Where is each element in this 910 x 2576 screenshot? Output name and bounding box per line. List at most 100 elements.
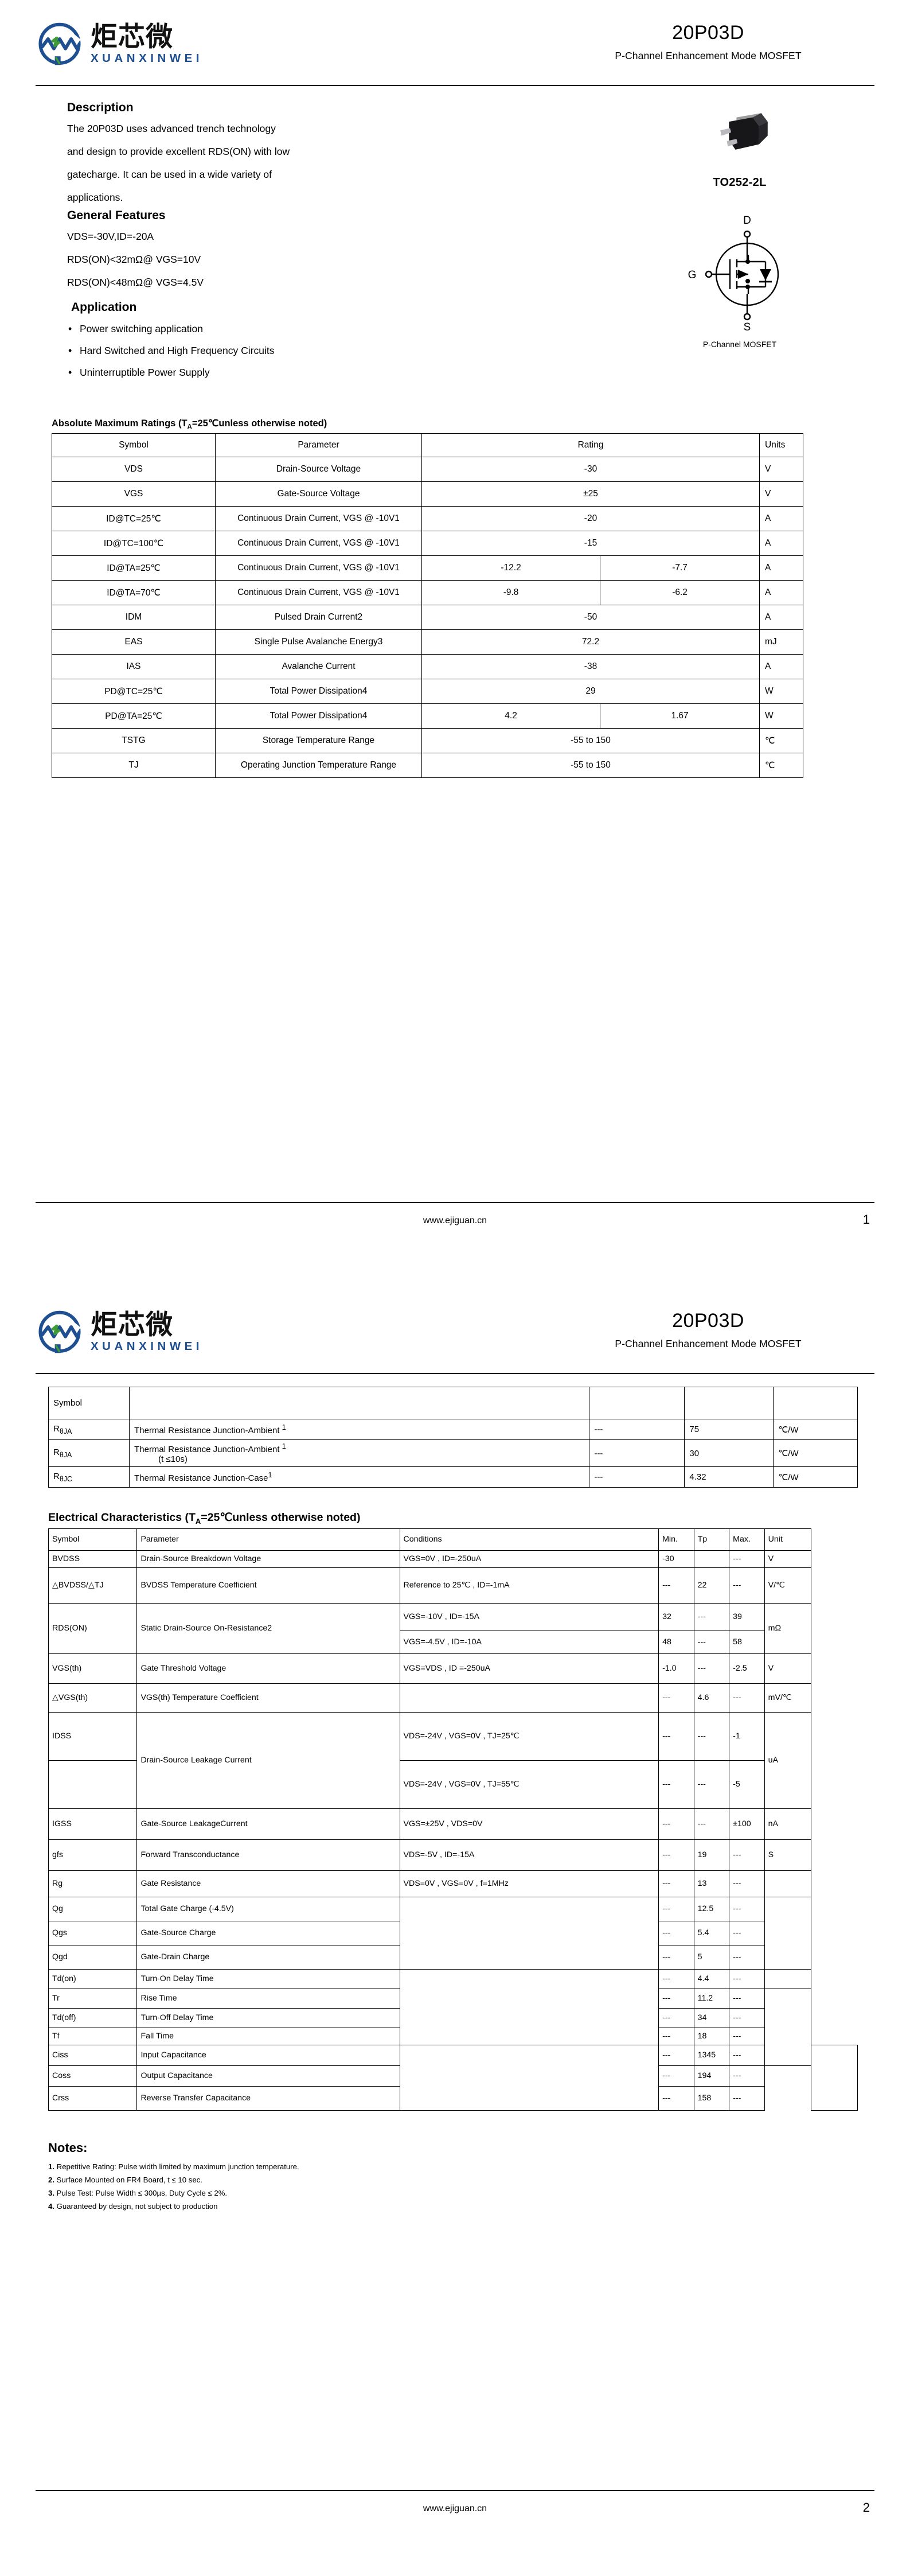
cell-symbol: RDS(ON): [48, 1602, 138, 1654]
cell-typ: 75: [684, 1419, 774, 1440]
cell-symbol: Rg: [48, 1870, 138, 1897]
cell-min: ---: [658, 1968, 694, 1989]
cell-unit: nA: [764, 1808, 811, 1840]
cell-symbol: ID@TC=25℃: [52, 506, 216, 532]
cell-unit: V/℃: [764, 1567, 811, 1604]
table-row: Qgd Gate-Drain Charge --- 5 ---: [48, 1944, 858, 1970]
cell-rating: -30: [421, 457, 760, 482]
cell-min: ---: [658, 2007, 694, 2028]
cell-unit: ℃/W: [773, 1419, 858, 1440]
cell-units: mJ: [759, 629, 803, 655]
cell-symbol: ID@TA=70℃: [52, 580, 216, 606]
note-text: Repetitive Rating: Pulse width limited b…: [54, 2162, 299, 2171]
table-row: Coss Output Capacitance --- 194 ---: [48, 2065, 858, 2087]
description-line-4: applications.: [67, 192, 123, 203]
cell-min: ---: [589, 1419, 685, 1440]
cell-symbol: Td(off): [48, 2007, 138, 2028]
page-2: 炬芯微 XUANXINWEI 20P03D P-Channel Enhancem…: [0, 1288, 910, 2576]
cell-typ: ---: [693, 1630, 730, 1654]
cell-symbol: VGS: [52, 481, 216, 507]
cell-max: 39: [729, 1602, 765, 1631]
part-number: 20P03D: [672, 1310, 744, 1332]
table-row: VDS Drain-Source Voltage -30 V: [52, 457, 803, 482]
cell-symbol: Crss: [48, 2085, 138, 2111]
cell-max: ---: [729, 2027, 765, 2045]
cell-max: ---: [729, 1683, 765, 1713]
cell-symbol: RθJA: [48, 1439, 130, 1467]
cell-unit: V: [764, 1653, 811, 1684]
page-2-header: 炬芯微 XUANXINWEI 20P03D P-Channel Enhancem…: [0, 1288, 910, 1374]
cell-typ: 18: [693, 2027, 730, 2045]
cell-parameter: Drain-Source Breakdown Voltage: [136, 1550, 400, 1568]
cell-symbol: Coss: [48, 2065, 138, 2087]
cell-max: -2.5: [729, 1653, 765, 1684]
cell-min: ---: [589, 1466, 685, 1488]
cell-parameter: VGS(th) Temperature Coefficient: [136, 1683, 400, 1713]
col-max: Max.: [729, 1528, 765, 1551]
footer-website[interactable]: www.ejiguan.cn: [423, 2504, 487, 2513]
page-2-body: Symbol RθJA Thermal Resistance Junction-Am…: [0, 1387, 910, 2213]
cell-symbol: RθJC: [48, 1466, 130, 1488]
cell-symbol: BVDSS: [48, 1550, 138, 1568]
cell-parameter: Drain-Source Leakage Current: [136, 1711, 400, 1809]
table-row: Tr Rise Time --- 11.2 ---: [48, 1988, 858, 2066]
cell-rating-2: 1.67: [600, 703, 760, 729]
cell-max: ±100: [729, 1808, 765, 1840]
cell-parameter: Total Gate Charge (-4.5V): [136, 1896, 400, 1921]
application-item: Power switching application: [67, 318, 423, 340]
cell-typ: ---: [693, 1711, 730, 1761]
cell-rating-2: -6.2: [600, 580, 760, 606]
cell-conditions: [399, 2044, 659, 2111]
cell-unit: ℃/W: [773, 1439, 858, 1467]
cell-parameter: Pulsed Drain Current2: [215, 605, 422, 631]
cell-symbol: gfs: [48, 1839, 138, 1871]
description-zone: Description The 20P03D uses advanced tre…: [0, 86, 910, 383]
cell-conditions: VGS=0V , ID=-250uA: [399, 1550, 659, 1568]
table-row: RθJA Thermal Resistance Junction-Ambient …: [48, 1419, 858, 1440]
cell-typ: 4.6: [693, 1683, 730, 1713]
page-1: 炬芯微 XUANXINWEI 20P03D P-Channel Enhancem…: [0, 0, 910, 1288]
cell-unit: mV/℃: [764, 1683, 811, 1713]
cell-min: ---: [658, 1808, 694, 1840]
cell-parameter: Gate Threshold Voltage: [136, 1653, 400, 1684]
cell-symbol: [48, 1760, 138, 1809]
cell-units: V: [759, 457, 803, 482]
notes-heading: Notes:: [48, 2140, 88, 2155]
cell-symbol: △BVDSS/△TJ: [48, 1567, 138, 1604]
note-item: 4. Guaranteed by design, not subject to …: [48, 2200, 874, 2213]
company-logo: 炬芯微 XUANXINWEI: [36, 21, 203, 69]
table-row: △VGS(th) VGS(th) Temperature Coefficient -…: [48, 1683, 858, 1713]
cell-units: ℃: [759, 753, 803, 779]
cell-unit: [810, 2044, 858, 2111]
cell-conditions: VGS=±25V , VDS=0V: [399, 1808, 659, 1840]
cell-parameter: Input Capacitance: [136, 2044, 400, 2066]
note-text: Guaranteed by design, not subject to pro…: [54, 2201, 218, 2211]
table-row: IAS Avalanche Current -38 A: [52, 654, 803, 680]
cell-units: ℃: [759, 728, 803, 754]
cell-conditions: [399, 1968, 659, 2045]
cell-symbol: △VGS(th): [48, 1683, 138, 1713]
cell-min: ---: [658, 2085, 694, 2111]
cell-rating: -20: [421, 506, 760, 532]
note-number: 3.: [48, 2188, 54, 2197]
cell-conditions: VGS=-4.5V , ID=-10A: [399, 1630, 659, 1654]
cell-parameter: Continuous Drain Current, VGS @ -10V1: [215, 580, 422, 606]
cell-max: -1: [729, 1711, 765, 1761]
mosfet-symbol-icon: D S G: [688, 215, 779, 333]
table-row: BVDSS Drain-Source Breakdown Voltage VGS=0…: [48, 1550, 858, 1568]
cell-min: ---: [658, 1988, 694, 2009]
cell-min: ---: [658, 1944, 694, 1970]
cell-symbol: EAS: [52, 629, 216, 655]
cell-min: ---: [658, 1711, 694, 1761]
cell-conditions: [399, 1896, 659, 1970]
electrical-characteristics-table: Symbol Parameter Conditions Min. Tp Max. Unit B…: [48, 1528, 858, 2111]
note-number: 4.: [48, 2201, 54, 2211]
footer-divider: [36, 1202, 874, 1203]
cell-symbol: IDSS: [48, 1711, 138, 1761]
absolute-max-ratings-title: Absolute Maximum Ratings (TA=25℃unless o…: [52, 418, 327, 431]
cell-typ: 30: [684, 1439, 774, 1467]
symbol-pin-g-label: G: [688, 269, 697, 281]
cell-min: -30: [658, 1550, 694, 1568]
footer-website[interactable]: www.ejiguan.cn: [423, 1216, 487, 1225]
table-row: Ciss Input Capacitance --- 1345 ---: [48, 2044, 858, 2111]
